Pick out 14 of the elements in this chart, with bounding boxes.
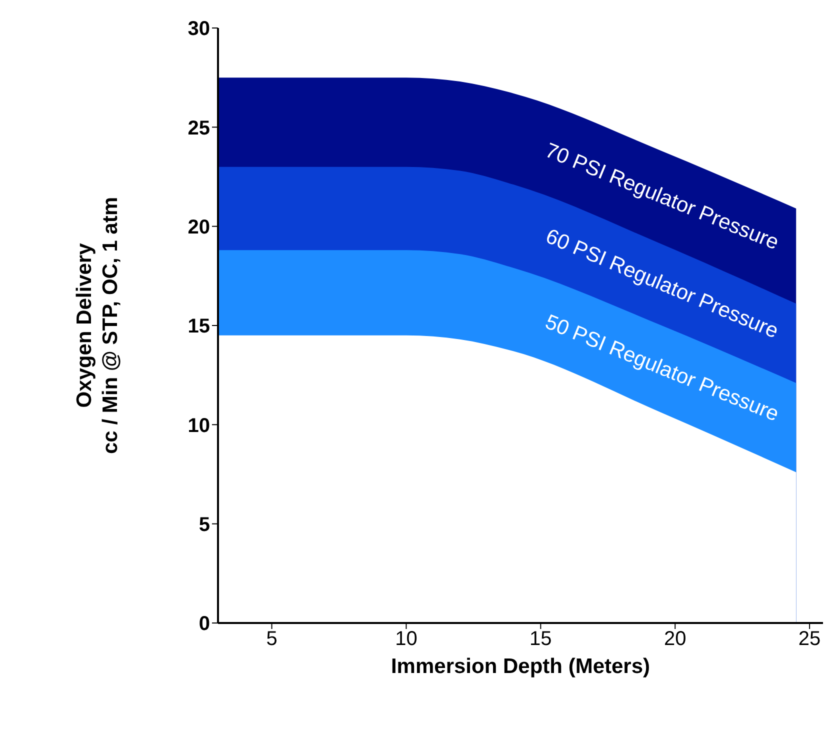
y-tick-label: 0: [198, 613, 210, 636]
x-tick-label: 10: [395, 628, 418, 650]
y-tick-label: 30: [188, 18, 210, 40]
x-tick-label: 25: [798, 628, 821, 650]
x-tick-label: 15: [530, 628, 552, 650]
x-tick-label: 20: [664, 628, 686, 650]
y-tick-label: 10: [188, 414, 210, 437]
x-axis-title: Immersion Depth (Meters): [390, 655, 650, 678]
y-axis-title: Oxygen Delivery cc / Min @ STP, OC, 1 atm: [73, 197, 122, 454]
y-tick-label: 5: [198, 514, 210, 536]
x-tick-label: 5: [266, 628, 278, 650]
y-tick-label: 15: [188, 316, 210, 338]
y-tick-label: 20: [188, 216, 210, 238]
y-tick-label: 25: [188, 117, 210, 140]
